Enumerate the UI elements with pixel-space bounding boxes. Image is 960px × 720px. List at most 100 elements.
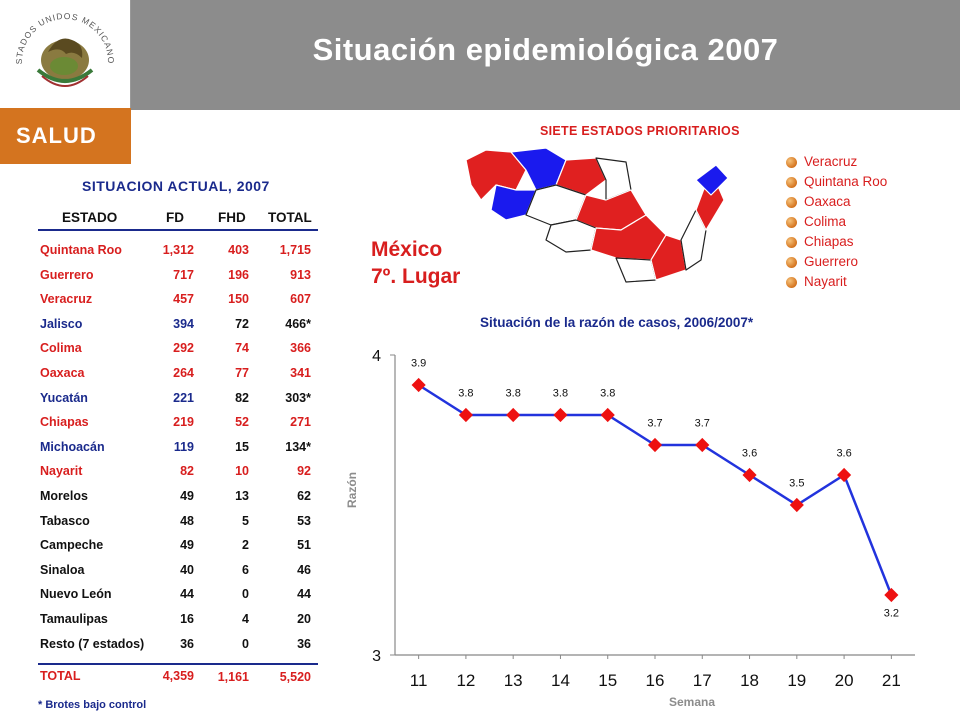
header-total: TOTAL <box>268 210 312 225</box>
total-rule <box>38 663 318 665</box>
data-point <box>600 407 615 423</box>
header-fhd: FHD <box>218 210 246 225</box>
data-label: 3.8 <box>506 388 521 400</box>
data-label: 3.8 <box>458 388 473 400</box>
fhd-value: 52 <box>235 415 249 430</box>
total-value: 5,520 <box>279 670 311 684</box>
data-point <box>411 377 426 393</box>
table-row: Oaxaca 264 77 341 <box>0 366 330 390</box>
x-tick-label: 12 <box>456 671 475 690</box>
fd-value: 44 <box>180 587 194 602</box>
table-row: Nayarit 82 10 92 <box>0 464 330 488</box>
state-name: Tabasco <box>40 513 90 528</box>
total-value: 366 <box>290 341 311 356</box>
table-row: Campeche 49 2 51 <box>0 538 330 562</box>
data-label: 3.7 <box>695 418 710 430</box>
data-label-bg <box>878 605 905 620</box>
data-point <box>506 407 521 423</box>
x-tick-label: 21 <box>882 671 901 690</box>
bullet-icon <box>786 197 797 208</box>
fd-value: 219 <box>173 415 194 430</box>
header-estado: ESTADO <box>62 210 118 225</box>
total-row: TOTAL 4,359 1,161 5,520 <box>0 669 330 693</box>
x-tick-label: 20 <box>835 671 854 690</box>
data-label: 3.5 <box>789 478 804 490</box>
table-row: Michoacán 119 15 134* <box>0 440 330 464</box>
x-tick-label: 18 <box>740 671 759 690</box>
fhd-value: 1,161 <box>217 670 249 684</box>
data-point <box>553 407 568 423</box>
x-axis-label: Semana <box>669 695 715 709</box>
table-row: Colima 292 74 366 <box>0 341 330 365</box>
fd-value: 717 <box>173 267 194 282</box>
bullet-icon <box>786 257 797 268</box>
total-value: 36 <box>297 636 311 651</box>
x-tick-label: 17 <box>693 671 712 690</box>
state-name: Oaxaca <box>40 366 85 380</box>
fd-value: 36 <box>180 636 194 651</box>
state-name: TOTAL <box>40 669 81 683</box>
data-label-bg <box>452 385 479 400</box>
bullet-icon <box>786 217 797 228</box>
total-value: 1,715 <box>279 243 311 257</box>
x-tick-label: 11 <box>410 671 428 690</box>
table-row: Quintana Roo 1,312 403 1,715 <box>0 243 330 267</box>
total-value: 607 <box>290 292 311 307</box>
fd-value: 1,312 <box>162 243 194 257</box>
data-point <box>742 467 757 483</box>
bullet-icon <box>786 277 797 288</box>
fd-value: 4,359 <box>162 669 194 683</box>
data-label-bg <box>405 355 432 370</box>
map-title: SIETE ESTADOS PRIORITARIOS <box>540 124 740 138</box>
fd-value: 40 <box>180 562 194 577</box>
table-title: SITUACION ACTUAL, 2007 <box>82 178 270 194</box>
map-state <box>555 157 607 196</box>
fd-value: 221 <box>173 390 194 405</box>
table-row: Veracruz 457 150 607 <box>0 292 330 316</box>
data-point <box>647 437 663 453</box>
fhd-value: 196 <box>228 267 249 282</box>
data-label-bg <box>831 445 858 460</box>
fhd-value: 10 <box>235 464 249 479</box>
header-rule <box>38 229 318 231</box>
fhd-value: 15 <box>235 439 249 454</box>
state-name: Veracruz <box>40 292 93 307</box>
data-label-bg <box>642 415 668 430</box>
data-label: 3.2 <box>884 608 899 620</box>
fd-value: 264 <box>173 366 194 380</box>
state-name: Guerrero <box>40 267 94 282</box>
data-point <box>789 497 804 513</box>
fhd-value: 77 <box>235 366 249 380</box>
state-name: Colima <box>40 341 82 356</box>
bullet-icon <box>786 157 797 168</box>
total-value: 341 <box>290 366 311 380</box>
brand-label: SALUD <box>16 123 97 148</box>
fhd-value: 74 <box>235 341 249 356</box>
data-label: 3.8 <box>553 388 568 400</box>
x-tick-label: 19 <box>787 671 806 690</box>
country-label: México <box>371 238 443 261</box>
state-name: Sinaloa <box>40 562 85 577</box>
footnote: * Brotes bajo control <box>38 699 147 711</box>
mexico-map <box>465 147 729 283</box>
data-label-bg <box>689 415 716 430</box>
header-fd: FD <box>166 210 184 225</box>
total-value: 271 <box>290 415 311 430</box>
total-value: 20 <box>297 612 311 626</box>
state-name: Morelos <box>40 489 88 503</box>
bullet-icon <box>786 237 797 248</box>
state-name: Michoacán <box>40 439 105 454</box>
table-row: Tabasco 48 5 53 <box>0 514 330 538</box>
state-name: Yucatán <box>40 390 88 405</box>
table-row: Nuevo León 44 0 44 <box>0 587 330 611</box>
total-value: 913 <box>290 267 311 282</box>
state-name: Resto (7 estados) <box>40 636 145 651</box>
total-value: 53 <box>297 513 311 528</box>
table-row: Jalisco 394 72 466* <box>0 317 330 341</box>
map-state <box>615 257 657 283</box>
table-row: Morelos 49 13 62 <box>0 489 330 513</box>
bullet-icon <box>786 177 797 188</box>
y-tick-label: 3 <box>372 648 381 665</box>
state-name: Chiapas <box>40 415 89 430</box>
